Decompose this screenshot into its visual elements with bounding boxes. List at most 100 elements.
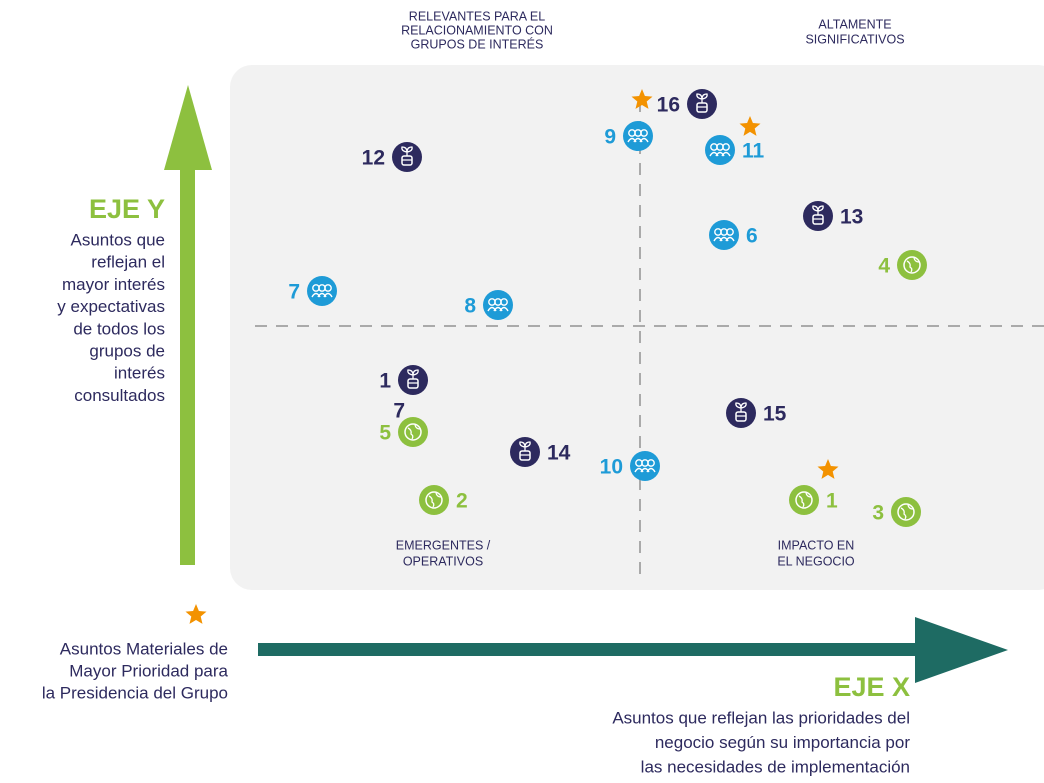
matter-number: 12 xyxy=(362,147,385,170)
quadrant-label: RELACIONAMIENTO CON xyxy=(401,23,553,37)
quadrant-label: ALTAMENTE xyxy=(818,17,891,31)
icon-glyph xyxy=(647,459,655,467)
matter-icon xyxy=(398,365,428,395)
matter-item: 10 xyxy=(600,451,660,481)
matter-number: 6 xyxy=(746,225,758,248)
quadrant-label: SIGNIFICATIVOS xyxy=(805,32,904,46)
matter-item: 8 xyxy=(464,290,513,320)
matter-number: 7 xyxy=(288,281,300,304)
icon-glyph xyxy=(500,298,508,306)
priority-star xyxy=(631,89,653,109)
icon-glyph xyxy=(401,146,413,161)
matter-number: 7 xyxy=(393,400,405,423)
priority-star xyxy=(739,116,761,136)
matter-icon xyxy=(726,398,756,428)
quadrant-label: GRUPOS DE INTERÉS xyxy=(411,36,544,51)
icon-glyph xyxy=(735,402,747,417)
icon-glyph xyxy=(323,292,333,298)
icon-glyph xyxy=(795,491,813,509)
x-arrow-head xyxy=(915,617,1008,683)
icon-glyph xyxy=(798,492,812,508)
legend-star xyxy=(185,604,207,624)
matter-icon xyxy=(789,485,819,515)
icon-glyph xyxy=(646,467,656,473)
matter-number: 3 xyxy=(872,502,884,525)
matter-number: 11 xyxy=(742,140,765,163)
y-arrow xyxy=(164,85,212,565)
y-axis-title: EJE Y xyxy=(89,194,165,224)
matter-number: 2 xyxy=(456,490,468,513)
matter-item: 11 xyxy=(705,135,765,165)
x-arrow-shaft xyxy=(258,643,918,656)
quadrant-label: RELEVANTES PARA EL xyxy=(409,9,545,23)
x-arrow xyxy=(258,617,1008,683)
icon-glyph xyxy=(324,284,332,292)
matrix-background xyxy=(230,65,1044,590)
icon-glyph xyxy=(407,424,421,440)
matter-item: 15 xyxy=(726,398,787,428)
icon-glyph xyxy=(404,423,422,441)
matter-number: 1 xyxy=(379,370,391,393)
legend-text: Asuntos Materiales de xyxy=(60,639,228,658)
matter-icon xyxy=(392,142,422,172)
quadrant-label: OPERATIVOS xyxy=(403,554,483,568)
icon-glyph xyxy=(425,491,443,509)
matter-item: 12 xyxy=(362,142,422,172)
icon-glyph xyxy=(407,369,419,384)
matter-number: 4 xyxy=(878,255,890,278)
matter-item: 16 xyxy=(657,89,717,119)
matter-icon xyxy=(398,417,428,447)
icon-glyph xyxy=(639,137,649,143)
matter-item: 13 xyxy=(803,201,863,231)
matter-number: 16 xyxy=(657,94,680,117)
matter-icon xyxy=(510,437,540,467)
matter-number: 13 xyxy=(840,206,863,229)
y-axis-description: y expectativas xyxy=(57,297,165,316)
matter-item: 2 xyxy=(419,485,468,515)
icon-glyph xyxy=(640,129,648,137)
icon-glyph xyxy=(722,143,730,151)
y-axis-description: Asuntos que xyxy=(70,230,165,249)
y-axis-description: grupos de xyxy=(89,341,165,360)
matter-number: 5 xyxy=(379,422,391,445)
matter-number: 9 xyxy=(604,126,616,149)
matter-item: 7 xyxy=(393,400,405,423)
icon-glyph xyxy=(519,441,531,456)
y-axis-description: mayor interés xyxy=(62,275,165,294)
x-axis-description: negocio según su importancia por xyxy=(655,733,910,752)
y-axis-description: reflejan el xyxy=(91,253,165,272)
matter-icon xyxy=(687,89,717,119)
quadrant-label: EMERGENTES / xyxy=(396,538,491,552)
matter-item: 4 xyxy=(878,250,927,280)
icon-glyph xyxy=(696,93,708,108)
quadrant-label: IMPACTO EN xyxy=(778,538,855,552)
icon-glyph xyxy=(725,236,735,242)
matter-number: 10 xyxy=(600,456,623,479)
icon-glyph xyxy=(726,228,734,236)
y-arrow-shaft xyxy=(180,168,195,565)
matter-icon xyxy=(419,485,449,515)
matter-number: 1 xyxy=(826,490,838,513)
matter-icon xyxy=(891,497,921,527)
matter-item: 14 xyxy=(510,437,571,467)
icon-glyph xyxy=(906,257,920,273)
y-axis-description: interés xyxy=(114,364,165,383)
icon-glyph xyxy=(900,504,914,520)
matter-item: 5 xyxy=(379,417,428,447)
matter-item: 1 xyxy=(379,365,428,395)
icon-glyph xyxy=(499,306,509,312)
legend-text: la Presidencia del Grupo xyxy=(42,683,228,702)
matter-item: 3 xyxy=(872,497,921,527)
y-axis-description: de todos los xyxy=(73,319,165,338)
matter-number: 8 xyxy=(464,295,476,318)
icon-glyph xyxy=(812,205,824,220)
matter-item: 1 xyxy=(789,485,838,515)
matter-item: 7 xyxy=(288,276,337,306)
matter-item: 6 xyxy=(709,220,758,250)
icon-glyph xyxy=(897,503,915,521)
matter-item: 9 xyxy=(604,121,653,151)
icon-glyph xyxy=(903,256,921,274)
matter-icon xyxy=(803,201,833,231)
icon-glyph xyxy=(721,151,731,157)
